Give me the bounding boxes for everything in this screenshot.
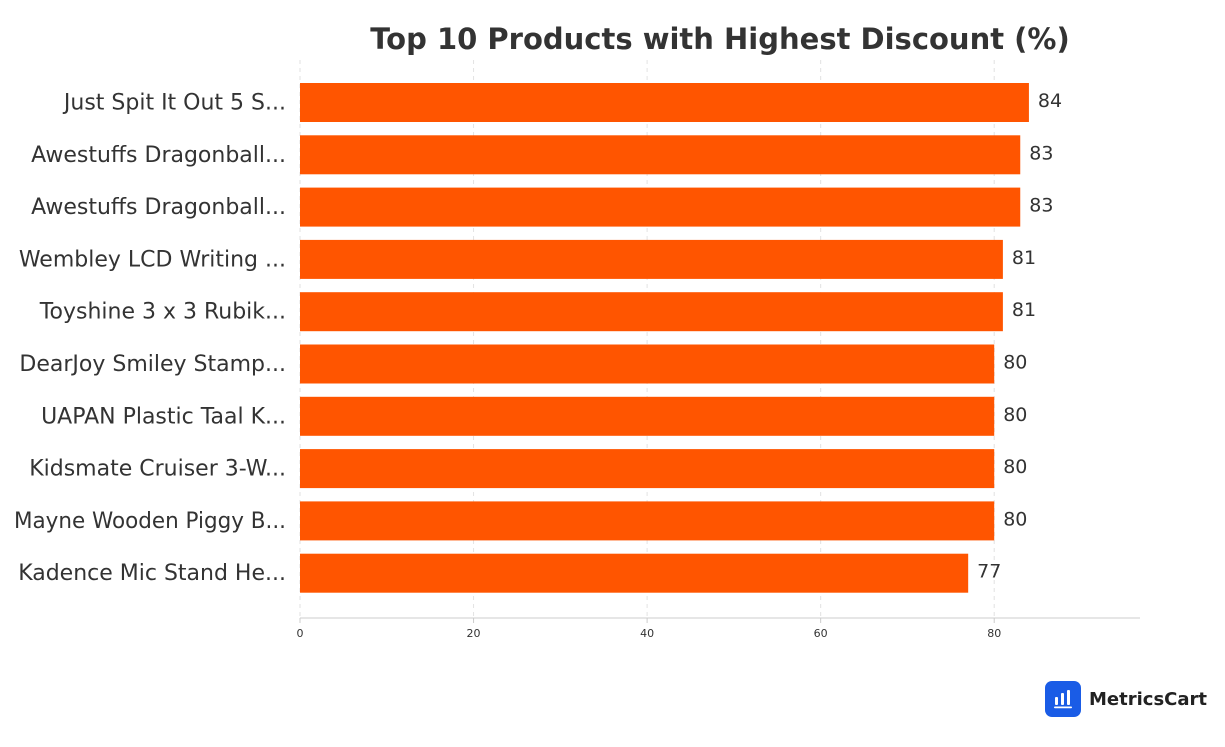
bar-value-label: 81 [1012, 299, 1036, 321]
x-tick-label: 40 [640, 627, 654, 640]
category-label: Wembley LCD Writing ... [19, 247, 286, 272]
x-tick-label: 0 [297, 627, 304, 640]
brand-name: MetricsCart [1089, 688, 1207, 710]
value-labels: 84 83 83 81 81 80 80 80 80 77 [977, 90, 1062, 583]
bar-value-label: 83 [1029, 142, 1053, 164]
x-axis-ticks: 0 20 40 60 80 [297, 618, 1001, 640]
x-tick-label: 20 [467, 627, 481, 640]
category-label: Mayne Wooden Piggy B... [14, 509, 286, 534]
bar [300, 292, 1003, 332]
bars [300, 83, 1029, 593]
bar-value-label: 77 [977, 561, 1001, 583]
category-label: Kidsmate Cruiser 3-W... [29, 457, 286, 482]
category-label: Toyshine 3 x 3 Rubik... [39, 300, 286, 325]
category-label: UAPAN Plastic Taal K... [41, 404, 286, 429]
bar [300, 501, 995, 541]
bar-value-label: 80 [1003, 404, 1027, 426]
bar [300, 396, 995, 436]
bar [300, 135, 1021, 175]
bar-chart-icon-graphic [1054, 690, 1072, 709]
category-label: DearJoy Smiley Stamp... [19, 352, 286, 377]
bar [300, 553, 969, 593]
category-labels: Just Spit It Out 5 S... Awestuffs Dragonb… [14, 91, 286, 587]
bar [300, 187, 1021, 227]
bar [300, 344, 995, 384]
category-label: Just Spit It Out 5 S... [62, 91, 286, 116]
bar-chart-icon [1045, 681, 1081, 717]
category-label: Awestuffs Dragonball... [31, 143, 286, 168]
bar [300, 239, 1003, 279]
x-tick-label: 80 [987, 627, 1001, 640]
bar-value-label: 80 [1003, 352, 1027, 374]
brand-logo: MetricsCart [1045, 681, 1207, 717]
category-label: Awestuffs Dragonball... [31, 195, 286, 220]
bar-value-label: 83 [1029, 195, 1053, 217]
bar-value-label: 84 [1038, 90, 1062, 112]
bar-value-label: 80 [1003, 456, 1027, 478]
bar [300, 83, 1029, 122]
bar-value-label: 81 [1012, 247, 1036, 269]
chart-title: Top 10 Products with Highest Discount (%… [370, 22, 1070, 56]
category-label: Kadence Mic Stand He... [18, 561, 286, 586]
x-tick-label: 60 [814, 627, 828, 640]
bar-value-label: 80 [1003, 508, 1027, 530]
bar [300, 449, 995, 489]
